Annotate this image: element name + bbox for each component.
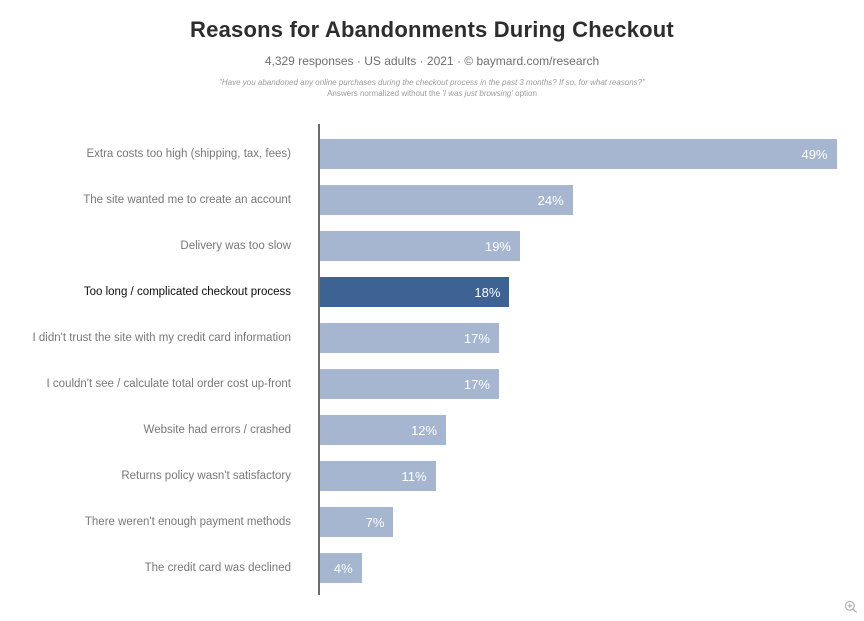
bar: 7% bbox=[319, 507, 394, 537]
bar-track: 19% bbox=[305, 231, 864, 261]
footnote-suffix: option bbox=[512, 89, 537, 98]
value-label: 17% bbox=[463, 330, 490, 346]
category-label: Delivery was too slow bbox=[180, 240, 291, 252]
value-label: 4% bbox=[333, 560, 353, 576]
value-label: 49% bbox=[801, 146, 828, 162]
value-label: 18% bbox=[474, 284, 501, 300]
footnote-normalization: Answers normalized without the 'I was ju… bbox=[0, 88, 864, 99]
bar-row: The site wanted me to create an account 2… bbox=[0, 185, 864, 215]
bar: 17% bbox=[319, 369, 499, 399]
zoom-control-button[interactable] bbox=[843, 599, 859, 615]
bar-track: 24% bbox=[305, 185, 864, 215]
bar-row: Extra costs too high (shipping, tax, fee… bbox=[0, 139, 864, 169]
value-label: 24% bbox=[537, 192, 564, 208]
chart-subtitle: 4,329 responses · US adults · 2021 · © b… bbox=[264, 54, 600, 68]
bar-highlighted: 18% bbox=[319, 277, 510, 307]
bar-row: Delivery was too slow 19% bbox=[0, 231, 864, 261]
bar-track: 18% bbox=[305, 277, 864, 307]
bar-track: 17% bbox=[305, 369, 864, 399]
bar: 11% bbox=[319, 461, 436, 491]
category-label: Returns policy wasn't satisfactory bbox=[121, 470, 291, 482]
bar: 49% bbox=[319, 139, 837, 169]
bar-track: 12% bbox=[305, 415, 864, 445]
bar-row: There weren't enough payment methods 7% bbox=[0, 507, 864, 537]
category-label: The credit card was declined bbox=[144, 562, 291, 574]
value-label: 17% bbox=[463, 376, 490, 392]
category-label: The site wanted me to create an account bbox=[83, 194, 291, 206]
y-axis-line bbox=[318, 124, 320, 595]
category-label: There weren't enough payment methods bbox=[84, 516, 291, 528]
bar-track: 17% bbox=[305, 323, 864, 353]
value-label: 11% bbox=[401, 468, 427, 484]
bar-rows: Extra costs too high (shipping, tax, fee… bbox=[0, 139, 864, 599]
bar-track: 4% bbox=[305, 553, 864, 583]
bar-chart: Extra costs too high (shipping, tax, fee… bbox=[0, 124, 864, 595]
chart-title: Reasons for Abandonments During Checkout bbox=[190, 17, 674, 42]
footnote-question: "Have you abandoned any online purchases… bbox=[219, 78, 645, 87]
category-label: I couldn't see / calculate total order c… bbox=[46, 378, 291, 390]
bar-row: I couldn't see / calculate total order c… bbox=[0, 369, 864, 399]
bar-track: 7% bbox=[305, 507, 864, 537]
value-label: 19% bbox=[484, 238, 511, 254]
bar-row: Returns policy wasn't satisfactory 11% bbox=[0, 461, 864, 491]
bar-row: I didn't trust the site with my credit c… bbox=[0, 323, 864, 353]
value-label: 7% bbox=[365, 514, 385, 530]
category-label: Too long / complicated checkout process bbox=[83, 286, 291, 298]
footnote-prefix: Answers normalized without the bbox=[327, 89, 443, 98]
bar-row: The credit card was declined 4% bbox=[0, 553, 864, 583]
bar: 17% bbox=[319, 323, 499, 353]
bar: 12% bbox=[319, 415, 447, 445]
bar: 19% bbox=[319, 231, 520, 261]
category-label: I didn't trust the site with my credit c… bbox=[32, 332, 292, 344]
chart-header: Reasons for Abandonments During Checkout… bbox=[0, 0, 864, 99]
bar-row: Website had errors / crashed 12% bbox=[0, 415, 864, 445]
magnifier-plus-icon bbox=[844, 600, 858, 614]
category-label: Extra costs too high (shipping, tax, fee… bbox=[86, 148, 291, 160]
bar-track: 49% bbox=[305, 139, 864, 169]
chart-footnote: "Have you abandoned any online purchases… bbox=[0, 77, 864, 99]
value-label: 12% bbox=[411, 422, 438, 438]
bar-row: Too long / complicated checkout process 1… bbox=[0, 277, 864, 307]
footnote-italic-phrase: 'I was just browsing' bbox=[442, 89, 513, 98]
bar-track: 11% bbox=[305, 461, 864, 491]
category-label: Website had errors / crashed bbox=[143, 424, 291, 436]
bar: 24% bbox=[319, 185, 573, 215]
bar: 4% bbox=[319, 553, 362, 583]
